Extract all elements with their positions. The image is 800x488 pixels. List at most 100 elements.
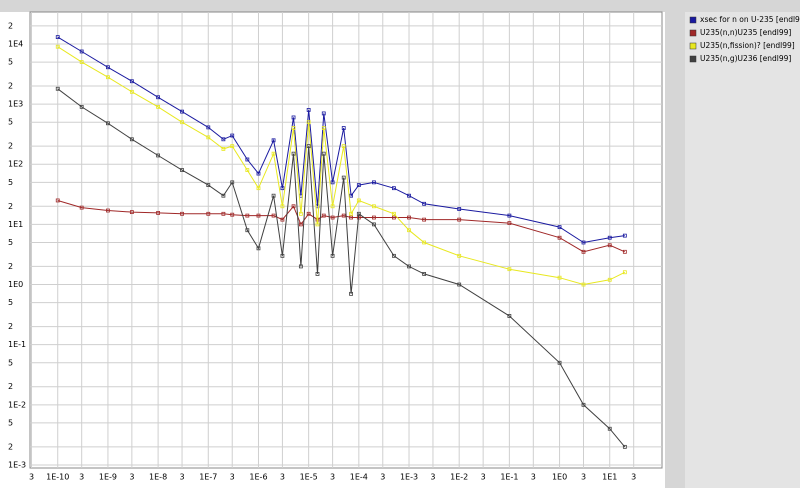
x-tick-label: 3: [330, 473, 335, 482]
y-tick-label: 1E3: [8, 100, 23, 109]
x-tick-label: 3: [180, 473, 185, 482]
y-tick-label: 1E-2: [8, 400, 26, 409]
series-line: [57, 46, 626, 286]
point-marker: [507, 213, 512, 218]
point-marker: [230, 212, 235, 217]
point-marker: [392, 215, 396, 220]
point-marker: [356, 183, 361, 188]
y-tick-label: 2: [8, 262, 13, 271]
x-tick-label: 1E0: [552, 473, 567, 482]
point-marker: [392, 211, 396, 216]
point-marker: [245, 168, 250, 172]
y-tick-label: 1E-1: [8, 340, 26, 349]
point-marker: [221, 146, 226, 151]
point-marker: [457, 207, 462, 211]
point-marker: [129, 79, 134, 84]
point-marker: [557, 225, 562, 230]
x-tick-label: 1E-10: [46, 473, 69, 482]
point-marker: [372, 204, 376, 209]
x-tick-label: 1E-2: [450, 473, 468, 482]
point-marker: [607, 277, 612, 282]
point-marker: [457, 282, 462, 287]
x-tick-label: 3: [280, 473, 285, 482]
point-marker: [271, 151, 276, 156]
point-marker: [156, 95, 161, 100]
point-marker: [55, 86, 60, 91]
point-marker: [330, 253, 335, 258]
point-marker: [156, 211, 161, 215]
point-marker: [341, 144, 346, 149]
x-tick-label: 1E1: [602, 473, 617, 482]
point-marker: [392, 253, 396, 258]
point-marker: [607, 235, 612, 240]
point-marker: [321, 111, 326, 116]
y-tick-label: 5: [8, 118, 13, 127]
point-marker: [156, 104, 161, 109]
point-marker: [407, 193, 411, 198]
point-marker: [330, 204, 335, 209]
point-marker: [622, 444, 627, 449]
point-marker: [306, 120, 311, 125]
point-marker: [315, 272, 320, 276]
y-tick-label: 2: [8, 142, 13, 151]
y-tick-label: 5: [8, 58, 13, 67]
y-tick-label: 5: [8, 298, 13, 307]
point-marker: [330, 215, 335, 220]
point-marker: [356, 198, 361, 203]
y-tick-label: 1E-3: [8, 460, 26, 469]
legend-label: U235(n,fission)? [endl99]: [700, 41, 795, 50]
point-marker: [291, 204, 296, 209]
point-marker: [271, 213, 276, 218]
point-marker: [341, 175, 346, 180]
point-marker: [206, 211, 211, 216]
point-marker: [106, 75, 110, 80]
point-marker: [180, 211, 184, 216]
point-marker: [349, 291, 353, 296]
point-marker: [607, 426, 612, 431]
point-marker: [271, 193, 276, 198]
point-marker: [298, 264, 303, 269]
point-marker: [622, 249, 627, 254]
point-marker: [422, 201, 427, 206]
point-marker: [206, 125, 211, 130]
y-tick-label: 1E4: [8, 39, 23, 48]
x-tick-label: 3: [531, 473, 536, 482]
point-marker: [230, 133, 235, 138]
point-marker: [298, 222, 303, 227]
y-tick-label: 2: [8, 442, 13, 451]
y-tick-label: 1E0: [8, 280, 23, 289]
x-tick-label: 3: [380, 473, 385, 482]
point-marker: [557, 275, 562, 280]
point-marker: [372, 222, 376, 227]
point-marker: [221, 211, 226, 216]
point-marker: [372, 180, 376, 185]
legend-label: xsec for n on U-235 [endl99]: [700, 15, 800, 24]
point-marker: [321, 213, 326, 218]
point-marker: [315, 222, 320, 227]
point-marker: [180, 168, 184, 172]
point-marker: [55, 35, 60, 40]
point-marker: [407, 228, 411, 233]
point-marker: [422, 240, 427, 245]
point-marker: [306, 108, 311, 112]
point-marker: [256, 246, 261, 251]
y-tick-label: 5: [8, 178, 13, 187]
point-marker: [271, 138, 276, 143]
point-marker: [622, 270, 627, 275]
point-marker: [306, 211, 311, 216]
point-marker: [79, 104, 84, 109]
point-marker: [245, 157, 250, 162]
point-marker: [581, 249, 586, 254]
point-marker: [79, 205, 84, 210]
point-marker: [557, 235, 562, 240]
y-tick-label: 2: [8, 202, 13, 211]
point-marker: [341, 126, 346, 130]
x-tick-label: 1E-3: [400, 473, 418, 482]
x-tick-label: 1E-4: [350, 473, 368, 482]
legend-panel: [685, 12, 800, 488]
legend-label: U235(n,n)U235 [endl99]: [700, 28, 791, 37]
x-tick-label: 3: [79, 473, 84, 482]
point-marker: [245, 228, 250, 233]
point-marker: [349, 211, 353, 216]
